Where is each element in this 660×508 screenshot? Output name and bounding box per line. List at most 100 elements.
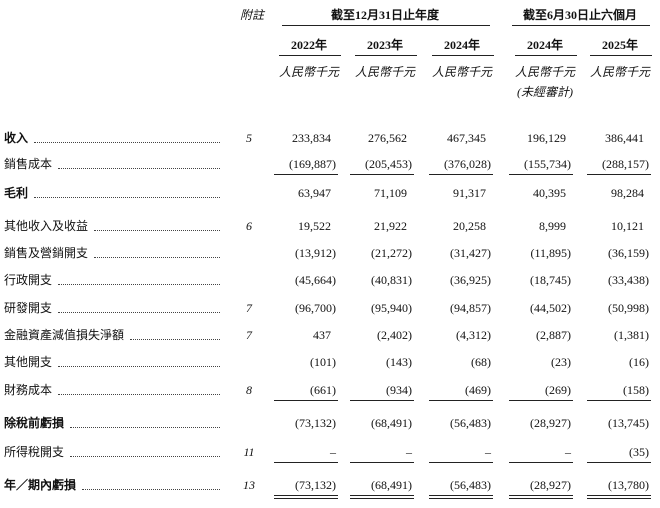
value: (45,664): [295, 273, 336, 287]
row-label: 財務成本: [4, 383, 53, 397]
rule: [429, 495, 493, 496]
unit-header: 人民幣千元: [354, 65, 415, 79]
value: (101): [310, 355, 336, 369]
value: (28,927): [530, 478, 571, 492]
value: (94,857): [450, 301, 491, 315]
rule: [350, 400, 414, 401]
rule: [274, 495, 338, 496]
row-label: 毛利: [4, 186, 29, 200]
rule: [587, 400, 651, 401]
note: 8: [246, 383, 252, 397]
value: (95,940): [371, 301, 412, 315]
rule: [429, 462, 493, 463]
value: (158): [623, 383, 649, 397]
value: (376,028): [444, 157, 491, 171]
value: (288,157): [602, 157, 649, 171]
rule: [350, 462, 414, 463]
value: (23): [551, 355, 571, 369]
value: (169,887): [289, 157, 336, 171]
rule: [350, 498, 414, 499]
value: (21,272): [371, 246, 412, 260]
value: (155,734): [524, 157, 571, 171]
rule: [350, 495, 414, 496]
rule: [512, 25, 650, 26]
leader: [58, 284, 220, 285]
rule: [587, 174, 651, 175]
group-header: 截至6月30日止六個月: [522, 8, 637, 22]
leader: [34, 197, 220, 198]
value: (68): [471, 355, 491, 369]
value: (68,491): [371, 478, 412, 492]
rule: [350, 174, 414, 175]
year-header: 2025年: [601, 38, 638, 52]
rule: [274, 462, 338, 463]
value: (31,427): [450, 246, 491, 260]
rule: [429, 400, 493, 401]
rule: [429, 498, 493, 499]
value: (73,132): [295, 416, 336, 430]
value: (934): [386, 383, 412, 397]
leader: [94, 257, 220, 258]
leader: [130, 339, 220, 340]
leader: [82, 489, 220, 490]
row-label: 收入: [4, 131, 29, 145]
value: 40,395: [533, 186, 566, 200]
rule: [429, 174, 493, 175]
leader: [58, 366, 220, 367]
value: 21,922: [374, 219, 407, 233]
value: (16): [629, 355, 649, 369]
value: (205,453): [365, 157, 412, 171]
value: 437: [313, 328, 331, 342]
value: (28,927): [530, 416, 571, 430]
note: 7: [246, 301, 252, 315]
value: (56,483): [450, 416, 491, 430]
value: 71,109: [374, 186, 407, 200]
rule: [515, 55, 577, 56]
value: (56,483): [450, 478, 491, 492]
rule: [509, 174, 573, 175]
row-label: 所得稅開支: [4, 445, 65, 459]
value: (4,312): [456, 328, 491, 342]
value: 467,345: [447, 131, 486, 145]
rule: [432, 55, 494, 56]
rule: [509, 462, 573, 463]
rule: [274, 400, 338, 401]
value: (269): [545, 383, 571, 397]
value: 276,562: [368, 131, 407, 145]
note: 5: [246, 131, 252, 145]
value: 10,121: [611, 219, 644, 233]
value: (469): [465, 383, 491, 397]
value: 8,999: [539, 219, 566, 233]
value: (18,745): [530, 273, 571, 287]
row-label: 年／期內虧損: [4, 478, 77, 492]
value: (35): [629, 445, 649, 459]
rule: [587, 495, 651, 496]
row-label: 行政開支: [4, 273, 53, 287]
note-header: 附註: [240, 8, 265, 22]
leader: [58, 312, 220, 313]
value: 98,284: [611, 186, 644, 200]
unit-header: 人民幣千元: [431, 65, 492, 79]
value: (44,502): [530, 301, 571, 315]
leader: [70, 456, 220, 457]
value: (40,831): [371, 273, 412, 287]
rule: [509, 400, 573, 401]
rule: [282, 25, 490, 26]
row-label: 其他收入及收益: [4, 219, 89, 233]
value: –: [565, 445, 571, 459]
rule: [274, 174, 338, 175]
leader: [34, 142, 220, 143]
note: 7: [246, 328, 252, 342]
value: –: [330, 445, 336, 459]
value: 91,317: [453, 186, 486, 200]
year-header: 2022年: [290, 38, 327, 52]
value: (13,745): [608, 416, 649, 430]
value: –: [485, 445, 491, 459]
value: (143): [386, 355, 412, 369]
group-header: 截至12月31日止年度: [330, 8, 439, 22]
value: (36,159): [608, 246, 649, 260]
year-header: 2023年: [366, 38, 403, 52]
rule: [587, 462, 651, 463]
value: (2,887): [536, 328, 571, 342]
